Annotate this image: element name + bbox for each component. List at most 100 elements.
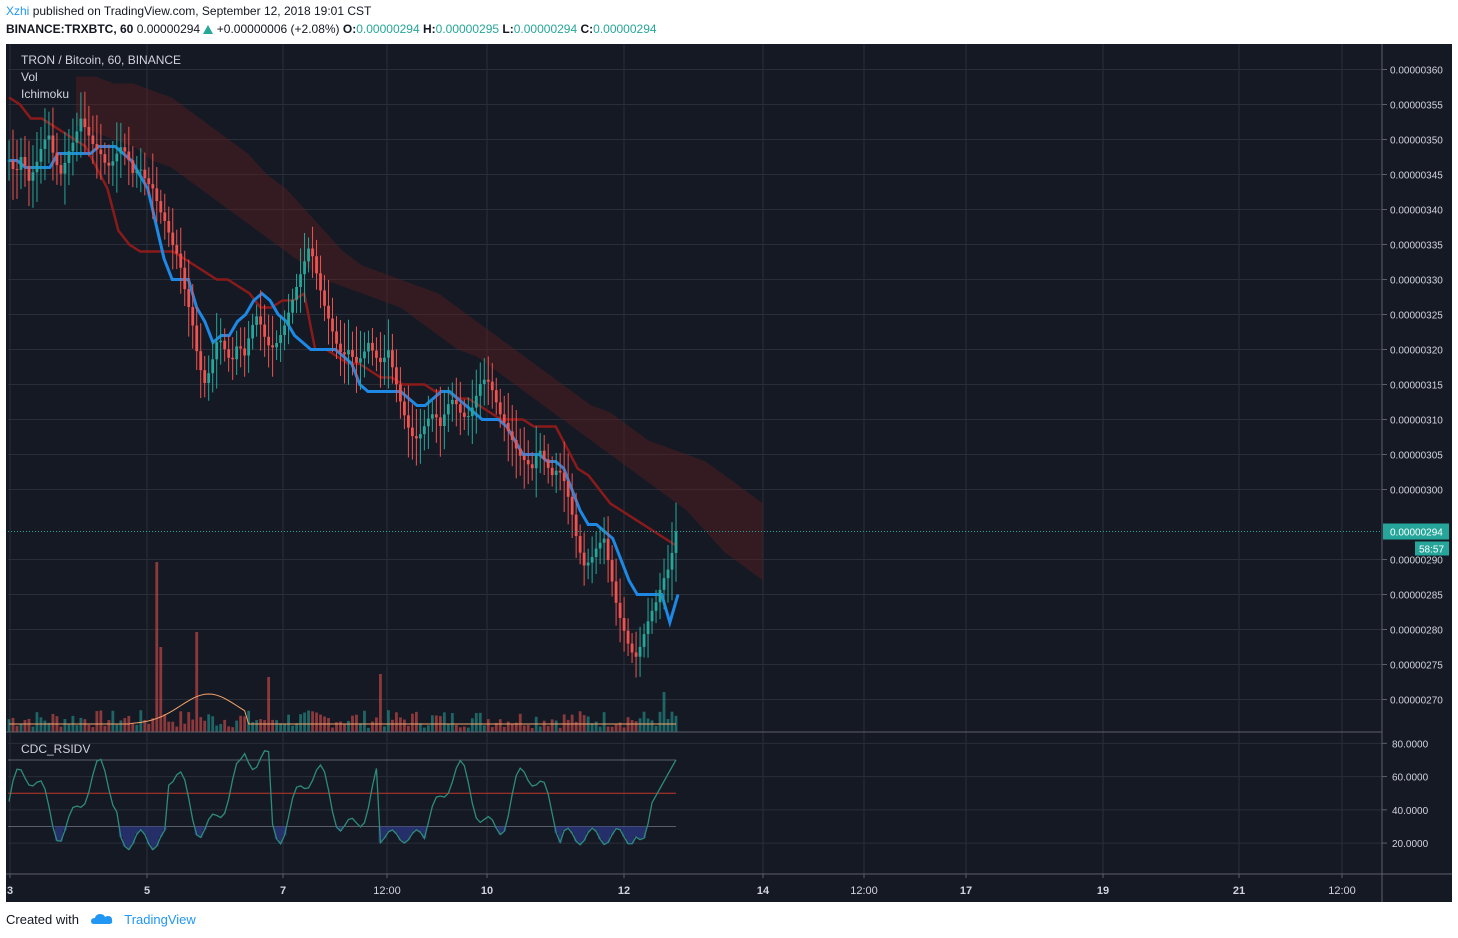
- volume-bar: [287, 714, 290, 732]
- volume-bar: [207, 714, 211, 732]
- kijun-line: [8, 96, 677, 547]
- volume-bar: [215, 725, 219, 732]
- candle-body: [251, 324, 255, 339]
- candle-body: [283, 325, 286, 336]
- volume-bar: [578, 711, 582, 732]
- volume-bar: [670, 711, 674, 732]
- candle-body: [211, 359, 215, 374]
- volume-bar: [83, 719, 87, 732]
- volume-bar: [151, 718, 155, 732]
- candle-body: [11, 160, 15, 170]
- candle-body: [498, 402, 502, 415]
- candle-body: [83, 118, 87, 127]
- volume-bar: [610, 726, 614, 732]
- candle-body: [594, 548, 598, 558]
- candle-body: [43, 139, 47, 149]
- volume-bar: [95, 711, 99, 732]
- volume-bar: [526, 725, 530, 732]
- volume-bar: [383, 726, 386, 732]
- time-tick-label: 17: [960, 885, 972, 897]
- candle-body: [191, 307, 195, 326]
- volume-bar: [614, 724, 618, 732]
- candle-body: [383, 357, 386, 363]
- candle-body: [315, 256, 318, 274]
- close-label: C:: [580, 22, 594, 36]
- price-tick-label: 0.00000270: [1390, 696, 1443, 707]
- candle-body: [586, 562, 590, 566]
- volume-bar: [75, 725, 79, 732]
- volume-bar: [359, 723, 362, 732]
- volume-bar: [347, 720, 350, 732]
- candle-body: [239, 346, 243, 349]
- candle-body: [243, 348, 247, 356]
- volume-bar: [486, 719, 490, 732]
- volume-bar: [530, 727, 534, 732]
- chart-area[interactable]: 0.00000360 0.00000355 0.00000350 0.00000345…: [6, 44, 1452, 902]
- candle-body: [155, 188, 159, 202]
- candle-body: [610, 560, 614, 582]
- candle-body: [538, 450, 542, 456]
- time-tick-label: 12: [618, 885, 630, 897]
- legend-rsi[interactable]: CDC_RSIDV: [21, 742, 91, 756]
- volume-bar: [474, 713, 478, 732]
- candle-body: [598, 542, 602, 549]
- volume-bar: [67, 723, 71, 732]
- candle-body: [490, 381, 494, 391]
- volume-bar: [7, 719, 11, 732]
- open-label: O:: [342, 22, 357, 36]
- volume-bar: [147, 723, 151, 732]
- candle-body: [395, 367, 398, 385]
- candle-body: [578, 536, 582, 553]
- time-tick-label: 12:00: [1328, 885, 1356, 897]
- volume-bar: [231, 727, 235, 732]
- volume-bar: [11, 717, 15, 732]
- candle-body: [139, 169, 143, 171]
- candle-body: [323, 290, 326, 306]
- candle-body: [123, 147, 127, 152]
- time-tick-label: 12:00: [850, 885, 878, 897]
- volume-bar: [203, 720, 207, 732]
- candle-body: [371, 342, 374, 351]
- author-link[interactable]: Xzhi: [6, 4, 30, 18]
- price-tick-label: 0.00000340: [1390, 206, 1443, 217]
- rsi-line: [8, 750, 677, 851]
- volume-bar: [658, 711, 662, 732]
- candle-body: [602, 538, 606, 543]
- price-tick-label: 0.00000330: [1390, 276, 1443, 287]
- candle-body: [526, 460, 530, 465]
- candle-body: [534, 455, 538, 469]
- volume-bar: [119, 720, 123, 732]
- chart-svg[interactable]: 0.00000360 0.00000355 0.00000350 0.00000345…: [6, 44, 1452, 902]
- legend-title[interactable]: TRON / Bitcoin, 60, BINANCE: [21, 53, 182, 67]
- last-price-label: 0.00000294: [1390, 528, 1443, 539]
- volume-bar: [542, 720, 546, 732]
- volume-bar: [518, 713, 522, 732]
- volume-bar: [594, 721, 598, 732]
- time-tick-label: 10: [481, 885, 493, 897]
- candle-body: [502, 414, 506, 423]
- volume-bar: [598, 726, 602, 732]
- legend-ichimoku[interactable]: Ichimoku: [21, 87, 70, 101]
- candle-body: [662, 578, 666, 590]
- volume-bar: [646, 718, 650, 732]
- volume-bar: [375, 717, 378, 732]
- volume-bar: [103, 725, 107, 732]
- volume-bar: [179, 711, 183, 732]
- volume-bar: [191, 719, 195, 732]
- volume-bar: [139, 710, 143, 732]
- volume-bar: [367, 727, 370, 732]
- volume-bar: [478, 712, 482, 732]
- candle-body: [79, 118, 83, 132]
- candle-body: [291, 299, 294, 313]
- legend-vol[interactable]: Vol: [21, 70, 38, 84]
- tradingview-link[interactable]: TradingView: [124, 912, 196, 927]
- volume-bar: [650, 720, 654, 732]
- time-tick-label: 12:00: [373, 885, 401, 897]
- candle-body: [339, 343, 342, 353]
- candle-body: [359, 358, 362, 363]
- volume-bar: [550, 719, 554, 732]
- candle-body: [582, 552, 586, 566]
- volume-bar: [239, 715, 243, 732]
- volume-bar: [111, 710, 115, 732]
- candle-body: [434, 414, 438, 418]
